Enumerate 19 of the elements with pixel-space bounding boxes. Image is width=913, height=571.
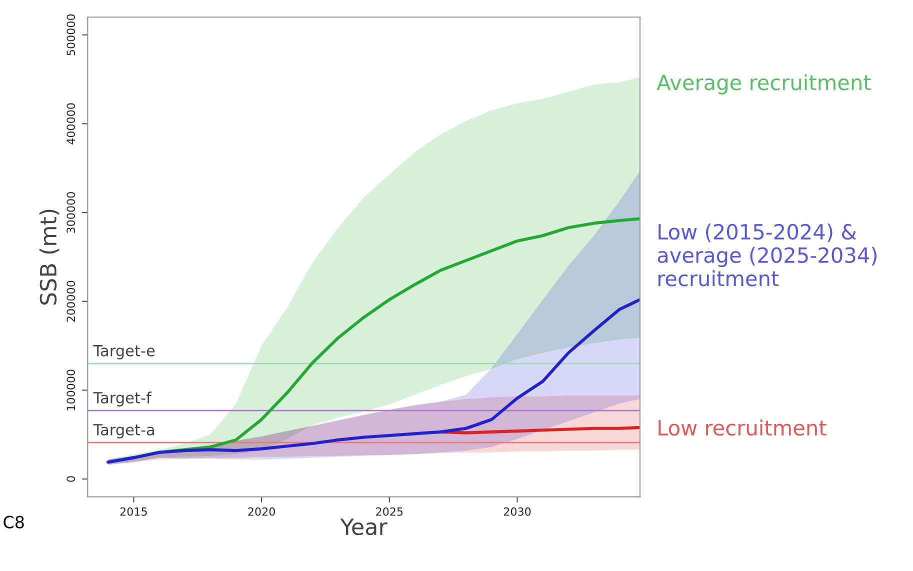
text: Average recruitment: [656, 74, 871, 94]
y-tick-label: 100000: [66, 370, 76, 410]
y-tick-label: 200000: [66, 280, 76, 322]
text: C8: [4, 516, 24, 528]
ref-line-label: Target-e: [93, 345, 155, 360]
series-label: Low recruitment: [658, 420, 826, 436]
ref-line-label: Target-a: [93, 424, 154, 438]
y-tick-label: 500000: [66, 14, 76, 56]
x-tick-label: 2030: [504, 507, 531, 516]
y-tick-label: 300000: [66, 192, 76, 233]
y-tick-label: 0: [66, 476, 76, 482]
y-tick-label: 400000: [66, 103, 76, 144]
ref-line-label: Target-f: [93, 392, 152, 406]
x-axis-title: Year: [340, 518, 388, 536]
y-axis-title: SSB (mt): [39, 210, 60, 305]
series-label: Low (2015-2024) & average (2025-2034) recruitment: [658, 224, 877, 286]
x-tick-label: 2020: [248, 507, 275, 516]
x-tick-label: 2025: [376, 507, 403, 516]
x-tick-label: 2015: [120, 507, 147, 516]
